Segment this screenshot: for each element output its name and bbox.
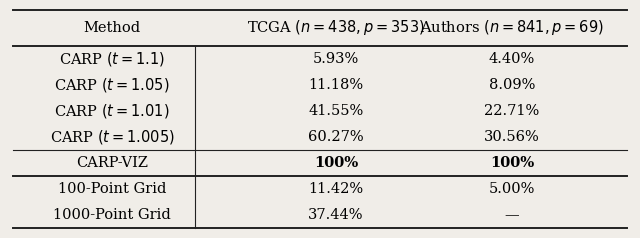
Text: 5.93%: 5.93% xyxy=(313,52,359,66)
Text: 60.27%: 60.27% xyxy=(308,130,364,144)
Text: 1000-Point Grid: 1000-Point Grid xyxy=(53,208,171,223)
Text: —: — xyxy=(505,208,519,223)
Text: Authors $(n = 841, p = 69)$: Authors $(n = 841, p = 69)$ xyxy=(420,18,604,37)
Text: 37.44%: 37.44% xyxy=(308,208,364,223)
Text: CARP $(t = 1.01)$: CARP $(t = 1.01)$ xyxy=(54,102,170,120)
Text: Method: Method xyxy=(83,21,141,35)
Text: 8.09%: 8.09% xyxy=(489,78,535,92)
Text: 4.40%: 4.40% xyxy=(489,52,535,66)
Text: 11.42%: 11.42% xyxy=(308,182,364,196)
Text: 5.00%: 5.00% xyxy=(489,182,535,196)
Text: 22.71%: 22.71% xyxy=(484,104,540,118)
Text: 100-Point Grid: 100-Point Grid xyxy=(58,182,166,196)
Text: CARP $(t = 1.1)$: CARP $(t = 1.1)$ xyxy=(59,50,165,68)
Text: CARP-VIZ: CARP-VIZ xyxy=(76,156,148,170)
Text: 30.56%: 30.56% xyxy=(484,130,540,144)
Text: 41.55%: 41.55% xyxy=(308,104,364,118)
Text: CARP $(t = 1.05)$: CARP $(t = 1.05)$ xyxy=(54,76,170,94)
Text: 100%: 100% xyxy=(490,156,534,170)
Text: TCGA $(n = 438, p = 353)$: TCGA $(n = 438, p = 353)$ xyxy=(247,18,425,37)
Text: CARP $(t = 1.005)$: CARP $(t = 1.005)$ xyxy=(49,128,175,146)
Text: 100%: 100% xyxy=(314,156,358,170)
Text: 11.18%: 11.18% xyxy=(308,78,364,92)
